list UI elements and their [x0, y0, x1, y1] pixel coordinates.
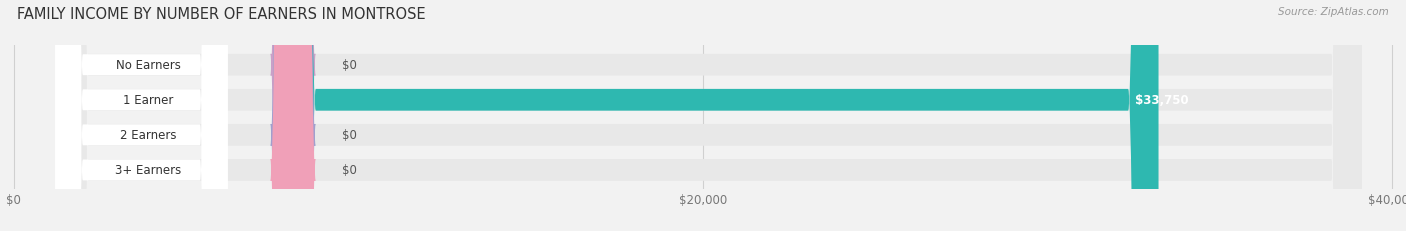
Text: No Earners: No Earners	[115, 59, 181, 72]
FancyBboxPatch shape	[58, 0, 1362, 231]
Text: FAMILY INCOME BY NUMBER OF EARNERS IN MONTROSE: FAMILY INCOME BY NUMBER OF EARNERS IN MO…	[17, 7, 426, 22]
FancyBboxPatch shape	[55, 0, 228, 231]
Text: $0: $0	[342, 59, 357, 72]
Text: 3+ Earners: 3+ Earners	[115, 164, 181, 177]
Text: $0: $0	[342, 164, 357, 177]
Text: $33,750: $33,750	[1132, 94, 1189, 107]
FancyBboxPatch shape	[58, 0, 1362, 231]
FancyBboxPatch shape	[270, 0, 316, 231]
FancyBboxPatch shape	[55, 0, 228, 231]
FancyBboxPatch shape	[58, 0, 1362, 231]
Text: Source: ZipAtlas.com: Source: ZipAtlas.com	[1278, 7, 1389, 17]
FancyBboxPatch shape	[270, 0, 316, 231]
Text: 1 Earner: 1 Earner	[124, 94, 173, 107]
FancyBboxPatch shape	[270, 0, 316, 231]
FancyBboxPatch shape	[55, 0, 228, 231]
FancyBboxPatch shape	[285, 0, 1159, 231]
FancyBboxPatch shape	[58, 0, 1362, 231]
FancyBboxPatch shape	[55, 0, 228, 231]
Text: 2 Earners: 2 Earners	[120, 129, 177, 142]
Text: $0: $0	[342, 129, 357, 142]
